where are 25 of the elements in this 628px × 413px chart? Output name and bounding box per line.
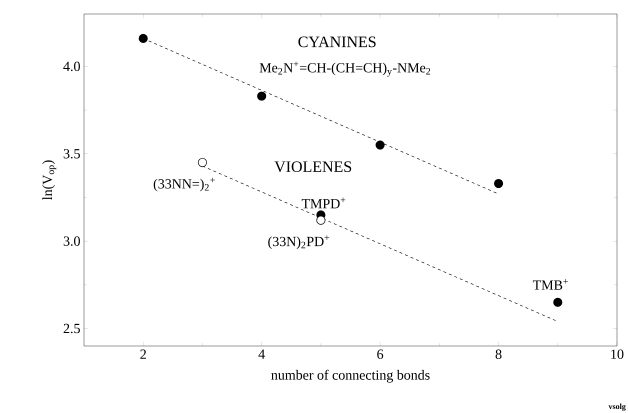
annotation: Me$_{2}$N$^{+}$=CH-(CH=CH)$_{y}$-NMe$_{2}$ <box>260 62 430 77</box>
x-tick-label: 10 <box>611 350 624 359</box>
point <box>376 140 385 150</box>
point <box>494 178 504 188</box>
y-axis-title: ln(V$_{op}$) <box>42 160 56 200</box>
x-tick-label: 6 <box>377 350 384 359</box>
x-tick-label: 8 <box>496 350 502 359</box>
x-axis-title: number of connecting bonds <box>271 370 430 383</box>
annotation: TMPD$^{+}$ <box>302 198 346 208</box>
annotation: (33N)$_{2}$PD$^{+}$ <box>268 235 330 250</box>
point <box>257 92 266 101</box>
point <box>316 216 326 225</box>
y-tick-label: 4.0 <box>63 62 80 72</box>
annotation: VIOLENES <box>274 161 352 172</box>
annotation: TMB$^{+}$ <box>532 278 568 290</box>
x-tick-label: 2 <box>140 350 146 359</box>
y-tick-label: 3.0 <box>64 236 80 246</box>
y-tick-label: 2.5 <box>64 324 80 334</box>
annotation: (33NN=)$_{2}$+ <box>154 178 215 192</box>
point <box>198 158 207 168</box>
annotation: CYANINES <box>298 36 376 48</box>
x-tick-label: 4 <box>258 350 265 359</box>
y-tick-label: 3.5 <box>64 149 80 159</box>
point <box>553 298 562 307</box>
point <box>138 34 148 44</box>
